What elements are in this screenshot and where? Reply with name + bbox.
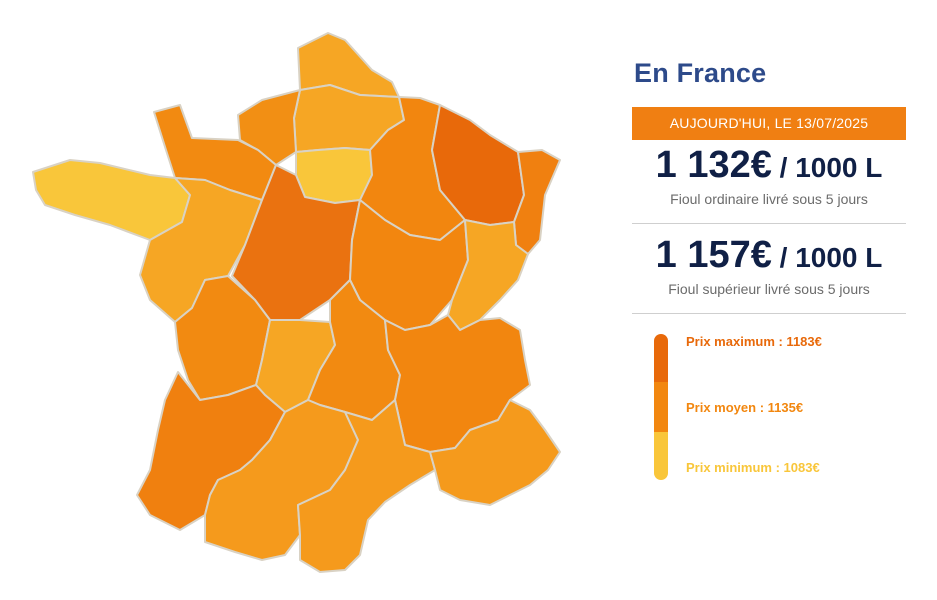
superior-price-label: Fioul supérieur livré sous 5 jours xyxy=(668,281,870,297)
region-provence-alpes-cote-dazur[interactable] xyxy=(429,399,561,506)
ordinary-price-unit: / 1000 L xyxy=(771,152,883,183)
legend-min-label: Prix minimum : 1083€ xyxy=(686,460,820,475)
ordinary-price-value: 1 132€ xyxy=(655,144,772,186)
divider xyxy=(632,223,906,224)
legend-avg-segment xyxy=(654,382,668,432)
divider xyxy=(632,313,906,314)
ordinary-price-label: Fioul ordinaire livré sous 5 jours xyxy=(670,191,868,207)
superior-price-value: 1 157€ xyxy=(655,234,772,276)
region-languedoc-roussillon[interactable] xyxy=(297,399,436,573)
ordinary-price: 1 132€ / 1000 L xyxy=(632,144,906,187)
price-panel: En France AUJOURD'HUI, LE 13/07/2025 1 1… xyxy=(632,58,906,480)
france-price-map xyxy=(32,32,561,573)
region-bretagne[interactable] xyxy=(32,159,191,241)
legend-avg-label: Prix moyen : 1135€ xyxy=(686,400,804,415)
legend-max-segment xyxy=(654,334,668,382)
date-banner: AUJOURD'HUI, LE 13/07/2025 xyxy=(632,107,906,140)
legend-color-bar xyxy=(654,334,668,480)
region-ile-de-france[interactable] xyxy=(295,147,373,204)
region-franche-comte[interactable] xyxy=(447,219,529,331)
superior-price-unit: / 1000 L xyxy=(771,242,883,273)
superior-price: 1 157€ / 1000 L xyxy=(632,234,906,277)
price-legend: Prix maximum : 1183€ Prix moyen : 1135€ … xyxy=(632,320,906,480)
region-alsace[interactable] xyxy=(513,149,561,255)
panel-title: En France xyxy=(634,58,767,88)
legend-min-segment xyxy=(654,432,668,480)
legend-max-label: Prix maximum : 1183€ xyxy=(686,334,822,349)
superior-price-block: 1 157€ / 1000 L Fioul supérieur livré so… xyxy=(632,230,906,307)
ordinary-price-block: 1 132€ / 1000 L Fioul ordinaire livré so… xyxy=(632,140,906,217)
